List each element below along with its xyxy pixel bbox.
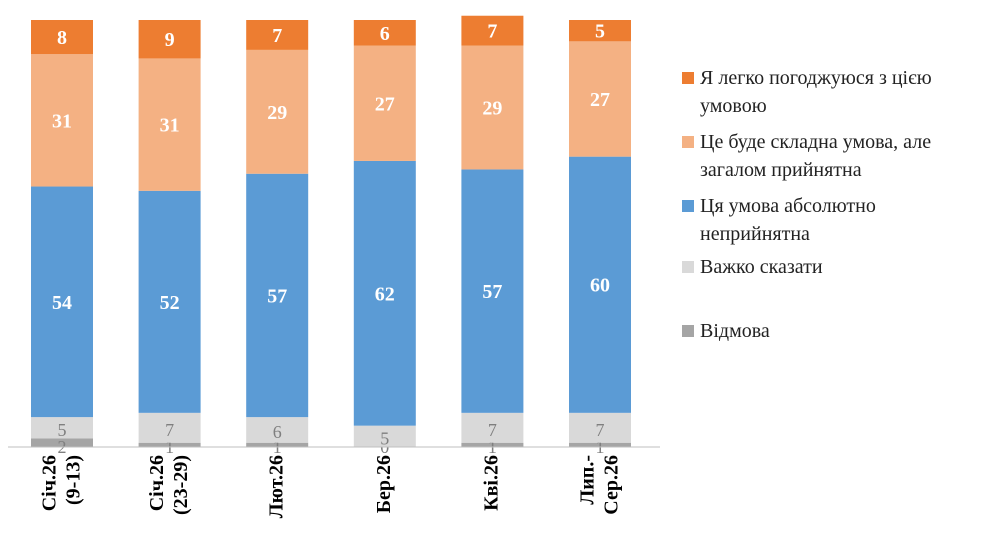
legend: Я легко погоджуюся з цією умовою Це буде с… bbox=[682, 67, 932, 342]
bar-segment bbox=[461, 45, 524, 170]
bar-segment bbox=[31, 54, 93, 187]
data-label: 27 bbox=[375, 93, 395, 115]
bar-segment bbox=[353, 160, 416, 426]
data-label: 5 bbox=[380, 428, 389, 448]
bar-segment bbox=[569, 412, 631, 443]
legend-swatch bbox=[682, 261, 694, 273]
bar-segment bbox=[246, 417, 309, 443]
bar-segment bbox=[353, 425, 416, 447]
data-label: 6 bbox=[273, 422, 282, 442]
legend-label: Я легко погоджуюся з цією bbox=[700, 67, 932, 89]
data-label: 8 bbox=[57, 27, 67, 49]
category-label: Січ.26 bbox=[38, 455, 60, 511]
bar-segment bbox=[461, 169, 524, 413]
legend-swatch bbox=[682, 200, 694, 212]
bar-segment bbox=[569, 156, 631, 413]
data-label: 7 bbox=[272, 25, 282, 47]
category-label: (9-13) bbox=[62, 455, 84, 505]
bar-segment bbox=[246, 173, 309, 418]
category-label: Сер.26 bbox=[600, 455, 622, 515]
category-label: (23-29) bbox=[170, 455, 192, 515]
data-label: 54 bbox=[52, 292, 72, 314]
bar-segment bbox=[31, 417, 93, 439]
data-label: 7 bbox=[487, 21, 497, 43]
legend-label: Важко сказати bbox=[700, 256, 823, 278]
bar-segment bbox=[569, 442, 631, 447]
category-label: Лип.- bbox=[576, 455, 598, 505]
category-label: Кві.26 bbox=[481, 455, 503, 511]
category-label: Січ.26 bbox=[146, 455, 168, 511]
bar-segment bbox=[138, 412, 201, 443]
data-label: 31 bbox=[52, 110, 72, 132]
bars-group: 2554318175231916572970562276175729717602… bbox=[31, 15, 631, 457]
data-label: 7 bbox=[596, 420, 605, 440]
bar-segment bbox=[31, 186, 93, 418]
bar-segment bbox=[461, 442, 524, 447]
bar-segment bbox=[353, 45, 416, 161]
data-label: 57 bbox=[267, 285, 287, 307]
bar-segment bbox=[138, 58, 201, 191]
data-label: 29 bbox=[482, 98, 502, 120]
data-label: 6 bbox=[380, 23, 390, 45]
data-label: 29 bbox=[267, 102, 287, 124]
data-label: 60 bbox=[590, 275, 610, 297]
category-label: Бер.26 bbox=[373, 455, 395, 513]
bar-segment bbox=[31, 20, 93, 55]
data-label: 5 bbox=[595, 21, 605, 43]
legend-label: умовою bbox=[700, 95, 767, 117]
data-label: 7 bbox=[165, 420, 174, 440]
legend-swatch bbox=[682, 72, 694, 84]
data-label: 62 bbox=[375, 283, 395, 305]
legend-swatch bbox=[682, 325, 694, 337]
bar-segment bbox=[569, 41, 631, 157]
bar-segment bbox=[31, 438, 93, 447]
legend-label: загалом прийнятна bbox=[700, 159, 862, 181]
bar-segment bbox=[138, 442, 201, 447]
data-label: 52 bbox=[160, 292, 180, 314]
data-label: 31 bbox=[160, 115, 180, 137]
bar-segment bbox=[569, 20, 631, 42]
bar-segment bbox=[138, 190, 201, 413]
data-label: 27 bbox=[590, 89, 610, 111]
data-label: 9 bbox=[165, 29, 175, 51]
bar-segment bbox=[353, 20, 416, 46]
category-label: Лют.26 bbox=[265, 455, 287, 518]
bar-segment bbox=[246, 442, 309, 447]
legend-label: Відмова bbox=[700, 320, 770, 342]
data-label: 5 bbox=[58, 420, 67, 440]
legend-label: неприйнятна bbox=[700, 223, 810, 245]
bar-segment bbox=[138, 20, 201, 59]
data-label: 7 bbox=[488, 420, 497, 440]
legend-swatch bbox=[682, 136, 694, 148]
data-label: 57 bbox=[482, 281, 502, 303]
legend-label: Ця умова абсолютно bbox=[700, 195, 876, 217]
bar-segment bbox=[246, 49, 309, 174]
bar-segment bbox=[461, 412, 524, 443]
category-labels-group: Січ.26 (9-13) Січ.26 (23-29) Лют.26 Бер.26 Кві… bbox=[38, 455, 622, 518]
legend-label: Це буде складна умова, але bbox=[700, 131, 931, 153]
bar-segment bbox=[246, 20, 309, 50]
bar-segment bbox=[461, 15, 524, 46]
